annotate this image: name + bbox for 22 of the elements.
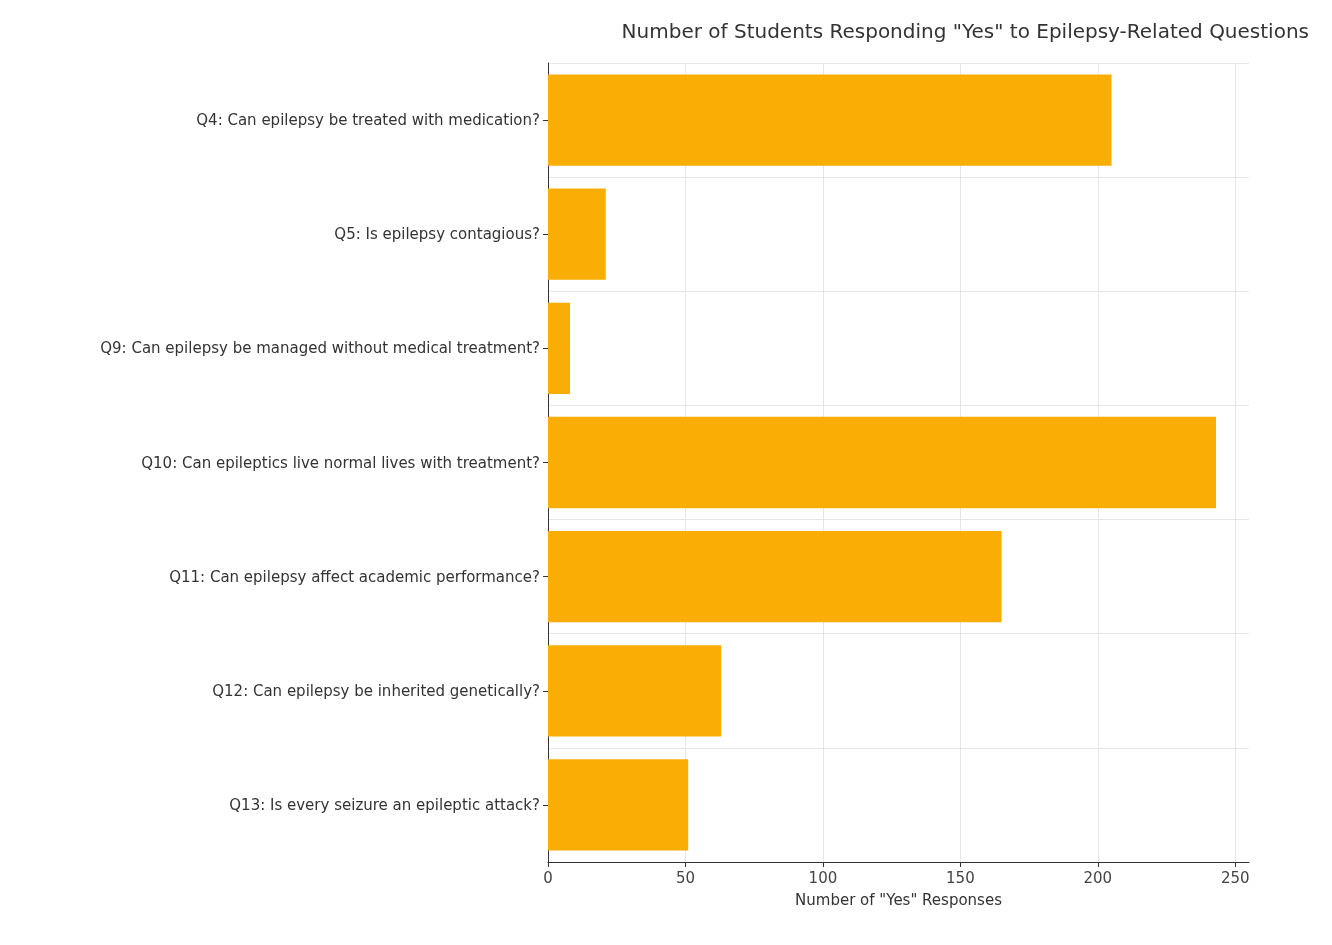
bar — [548, 188, 606, 280]
y-tick-label: Q9: Can epilepsy be managed without medical treatment? — [100, 339, 540, 358]
x-axis-title: Number of "Yes" Responses — [795, 890, 1003, 909]
y-tick-label: Q13: Is every seizure an epileptic attack? — [229, 795, 540, 814]
y-tick-label: Q10: Can epileptics live normal lives with treatment? — [141, 453, 540, 472]
x-tick-label: 50 — [675, 868, 695, 887]
bar — [548, 759, 689, 851]
bar — [548, 416, 1217, 509]
bar — [548, 74, 1112, 166]
y-tick-label: Q11: Can epilepsy affect academic performance? — [169, 567, 540, 586]
x-tick-label: 250 — [1220, 868, 1250, 887]
bar — [548, 645, 722, 737]
y-tick-label: Q4: Can epilepsy be treated with medication? — [196, 111, 540, 130]
bar — [548, 302, 570, 395]
x-tick-label: 100 — [808, 868, 838, 887]
chart-title: Number of Students Responding "Yes" to Epilepsy-Related Questions — [621, 19, 1310, 43]
bar — [548, 530, 1002, 623]
x-tick-label: 150 — [946, 868, 975, 887]
y-tick-label: Q12: Can epilepsy be inherited genetically? — [212, 681, 540, 700]
x-tick-label: 0 — [543, 868, 553, 887]
y-tick-label: Q5: Is epilepsy contagious? — [334, 225, 540, 244]
x-tick-label: 200 — [1083, 868, 1113, 887]
